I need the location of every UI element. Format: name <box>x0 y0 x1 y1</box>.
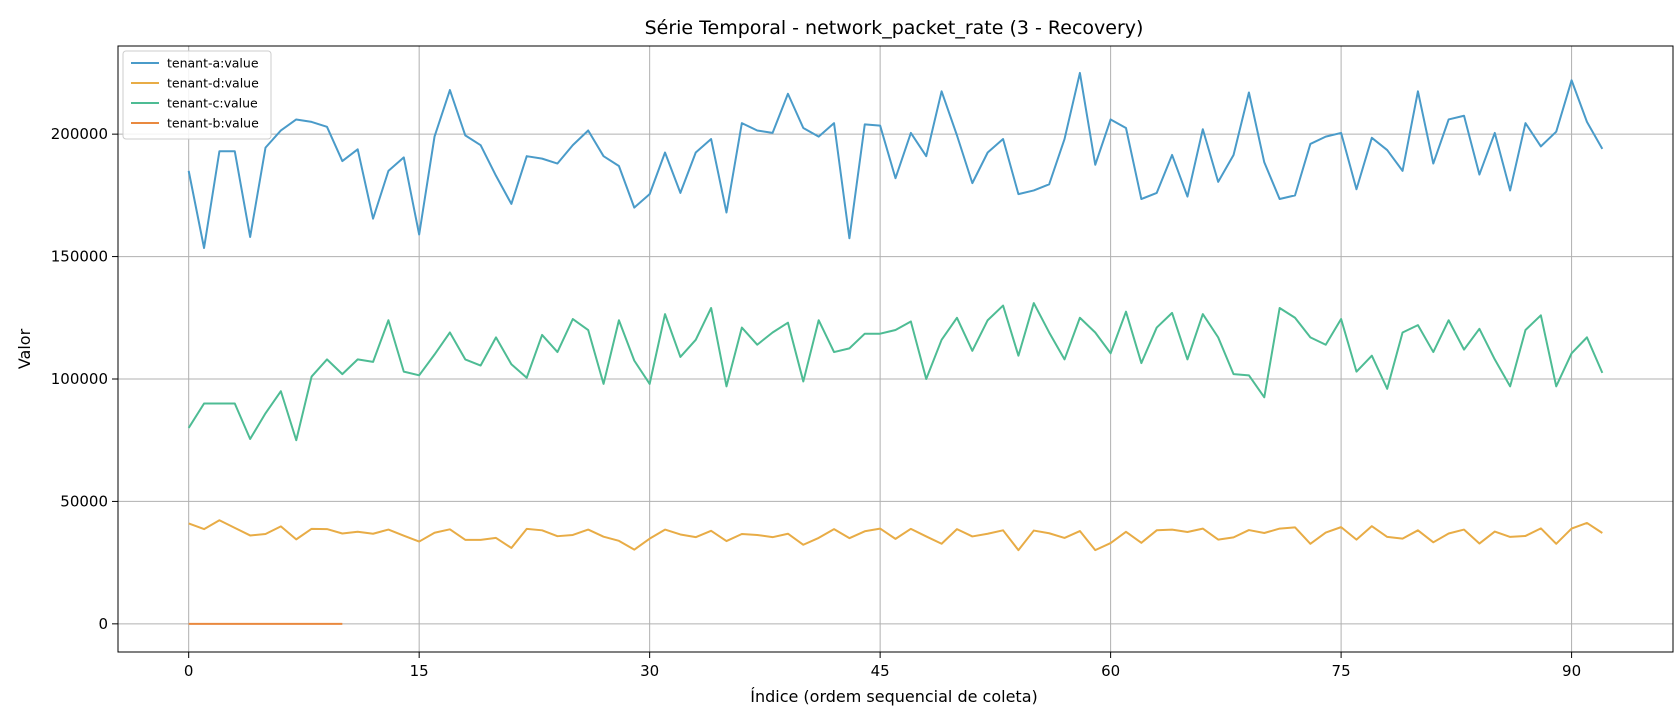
y-tick-label: 150000 <box>51 248 108 266</box>
y-tick-label: 0 <box>98 615 108 633</box>
y-axis-label: Valor <box>15 328 34 369</box>
plot-area <box>117 45 1674 653</box>
grid <box>118 46 1673 652</box>
series-layer <box>187 71 1604 625</box>
x-tick-label: 45 <box>871 662 890 680</box>
x-tick-label: 0 <box>184 662 194 680</box>
series-line-1 <box>188 519 1603 552</box>
series-line-2 <box>187 302 1604 442</box>
series-line-0 <box>187 71 1604 249</box>
legend: tenant-a:value tenant-d:value tenant-c:val… <box>122 50 272 140</box>
y-tick-label: 200000 <box>51 125 108 143</box>
x-tick-label: 75 <box>1332 662 1351 680</box>
legend-box <box>122 50 272 140</box>
x-axis: 0 15 30 45 60 75 90 <box>184 652 1581 680</box>
x-tick-label: 60 <box>1101 662 1120 680</box>
legend-label: tenant-a:value <box>167 56 259 71</box>
x-tick-label: 15 <box>410 662 429 680</box>
y-tick-label: 50000 <box>60 492 108 510</box>
x-tick-label: 90 <box>1562 662 1581 680</box>
legend-label: tenant-d:value <box>167 76 259 91</box>
y-tick-label: 100000 <box>51 370 108 388</box>
legend-label: tenant-c:value <box>167 96 258 111</box>
chart-title: Série Temporal - network_packet_rate (3 … <box>645 17 1144 39</box>
x-axis-label: Índice (ordem sequencial de coleta) <box>750 687 1038 706</box>
x-tick-label: 30 <box>640 662 659 680</box>
y-axis: 0 50000 100000 150000 200000 <box>51 125 118 633</box>
legend-label: tenant-b:value <box>167 116 259 131</box>
